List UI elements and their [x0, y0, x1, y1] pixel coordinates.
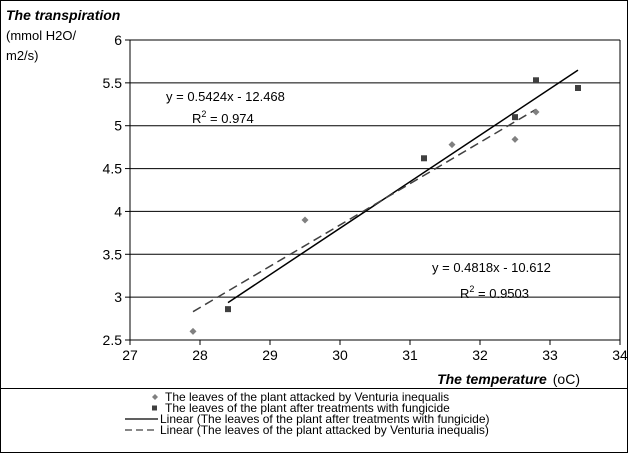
x-tick-label: 31: [402, 347, 418, 363]
x-tick-label: 27: [122, 347, 138, 363]
data-point-attacked: [532, 108, 540, 116]
data-point-fungicide: [512, 114, 518, 121]
y-axis-title: The transpiration: [6, 7, 120, 23]
legend: The leaves of the plant attacked by Vent…: [125, 390, 490, 437]
data-point-fungicide: [575, 85, 581, 91]
y-tick-label: 5: [114, 118, 122, 134]
y-tick-label: 4: [114, 203, 122, 219]
x-tick-label: 33: [542, 347, 558, 363]
gridlines: [130, 39, 620, 341]
y-tick-label: 2.5: [103, 332, 123, 348]
x-tick-label: 30: [332, 347, 348, 363]
legend-label-attacked: The leaves of the plant attacked by Vent…: [165, 390, 449, 404]
x-tick-label: 34: [612, 347, 628, 363]
data-point-fungicide: [533, 77, 539, 84]
legend-marker-attacked: [152, 394, 158, 400]
x-tick-label: 32: [472, 347, 488, 363]
data-point-attacked: [511, 135, 519, 143]
equation-fungicide: y = 0.5424x - 12.468: [166, 89, 285, 104]
trendline-attacked: [192, 108, 537, 313]
y-tick-label: 3: [114, 289, 122, 305]
x-axis-title: The temperature (oC): [437, 371, 580, 387]
data-point-attacked: [301, 216, 309, 224]
data-point-attacked: [448, 141, 456, 149]
y-tick-label: 6: [114, 32, 122, 48]
r2-attacked: R2 = 0.9503: [460, 284, 529, 301]
x-tick-label: 29: [262, 347, 278, 363]
y-tick-labels: 2.5 3 3.5 4 4.5 5 5.5 6: [103, 32, 123, 348]
x-tick-label: 28: [192, 347, 208, 363]
legend-label-fungicide: The leaves of the plant after treatments…: [165, 401, 450, 415]
legend-label-linear-fungicide: Linear (The leaves of the plant after tr…: [160, 412, 490, 426]
data-point-attacked: [189, 327, 197, 335]
axes: [125, 39, 621, 345]
y-axis-unit-line1: (mmol H2O/: [6, 28, 76, 43]
data-point-fungicide: [225, 306, 231, 313]
equation-attacked: y = 0.4818x - 10.612: [432, 260, 551, 275]
trendline-fungicide: [227, 69, 579, 304]
r2-fungicide: R2 = 0.974: [192, 109, 254, 126]
y-tick-label: 5.5: [103, 75, 123, 91]
data-point-fungicide: [421, 155, 427, 162]
legend-label-linear-attacked: Linear (The leaves of the plant attacked…: [160, 423, 489, 437]
y-tick-label: 3.5: [103, 246, 123, 262]
y-tick-label: 4.5: [103, 161, 123, 177]
y-axis-unit-line2: m2/s): [6, 48, 39, 63]
data-points: [189, 77, 581, 335]
trendlines: [192, 69, 579, 313]
x-tick-labels: 27 28 29 30 31 32 33 34: [122, 347, 628, 363]
legend-marker-fungicide: [152, 405, 157, 411]
